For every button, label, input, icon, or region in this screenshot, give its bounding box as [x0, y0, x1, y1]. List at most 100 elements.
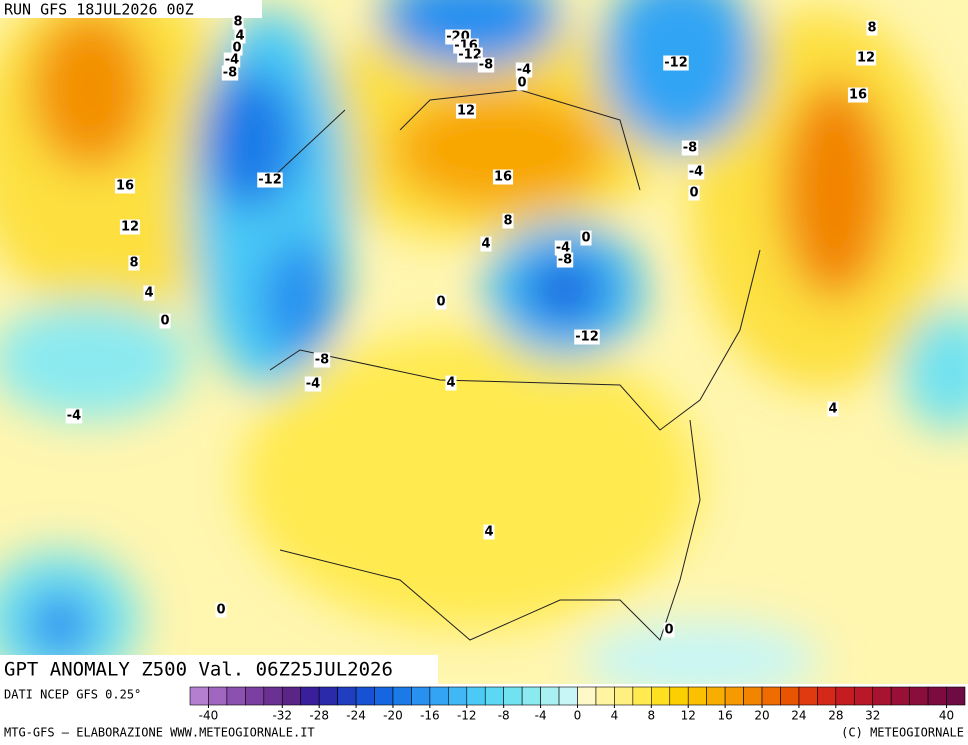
- colorbar-swatch: [448, 686, 468, 706]
- contour-label: 0: [689, 186, 698, 201]
- contour-label-bg: [554, 240, 572, 256]
- colorbar-swatch: [669, 686, 689, 706]
- contour-label: -12: [258, 173, 282, 188]
- map-title: GPT ANOMALY Z500 Val. 06Z25JUL2026: [4, 659, 393, 681]
- colorbar-swatch: [429, 686, 449, 706]
- contour-label: 4: [828, 402, 837, 417]
- colorbar-swatch: [614, 686, 634, 706]
- contour-label: 4: [144, 286, 153, 301]
- colorbar-tick-label: 20: [754, 709, 769, 723]
- colorbar-swatch: [374, 686, 394, 706]
- colorbar-swatch: [189, 686, 209, 706]
- colorbar-swatch: [558, 686, 578, 706]
- contour-label-bg: [516, 75, 528, 91]
- colorbar-tick-label: -28: [309, 709, 329, 723]
- contour-label-bg: [492, 169, 514, 185]
- colorbar-swatch: [706, 686, 726, 706]
- contour-label-bg: [687, 164, 705, 180]
- colorbar-swatch: [263, 686, 283, 706]
- contour-label-bg: [215, 602, 227, 618]
- colorbar-swatch: [632, 686, 652, 706]
- colorbar-tick-label: -16: [420, 709, 440, 723]
- run-box: [0, 0, 262, 18]
- colorbar-swatch: [300, 686, 320, 706]
- colorbar-tick-label: -40: [199, 709, 219, 723]
- contour-label-bg: [304, 376, 322, 392]
- contour-label-bg: [480, 236, 492, 252]
- contour-label: -4: [517, 63, 531, 78]
- contour-label-bg: [580, 230, 592, 246]
- colorbar-swatch: [835, 686, 855, 706]
- colorbar-tick-label: -8: [498, 709, 510, 723]
- contour-label-bg: [232, 14, 244, 30]
- contour-label: 4: [481, 237, 490, 252]
- source-label: DATI NCEP GFS 0.25°: [4, 688, 141, 702]
- footer-right: (C) METEOGIORNALE: [841, 726, 964, 740]
- contour-label: 12: [857, 51, 875, 66]
- contour-label-bg: [847, 87, 869, 103]
- contour-label: -8: [558, 253, 572, 268]
- colorbar-swatch: [208, 686, 228, 706]
- contour-label-bg: [257, 172, 283, 188]
- contour-label-bg: [827, 401, 839, 417]
- contour-label: -12: [458, 48, 482, 63]
- contour-label-bg: [119, 219, 141, 235]
- colorbar-swatch: [484, 686, 504, 706]
- coastline: [279, 419, 701, 641]
- contour-label: 8: [867, 21, 876, 36]
- colorbar-swatch: [281, 686, 302, 706]
- contour-label-bg: [313, 352, 331, 368]
- contour-label: -12: [664, 56, 688, 71]
- colorbar-swatch: [651, 686, 671, 706]
- contour-label: 8: [129, 256, 138, 271]
- colorbar-swatch: [521, 686, 541, 706]
- contour-label: 16: [849, 88, 867, 103]
- footer-left: MTG-GFS — ELABORAZIONE WWW.METEOGIORNALE…: [4, 726, 315, 740]
- contour-label-bg: [477, 57, 495, 73]
- contour-label: 0: [232, 41, 241, 56]
- colorbar-swatch: [392, 686, 412, 706]
- contour-label: 0: [517, 76, 526, 91]
- contour-label: 4: [484, 525, 493, 540]
- contour-label-bg: [435, 294, 447, 310]
- colorbar-swatch: [798, 686, 818, 706]
- colorbar-swatch: [595, 686, 615, 706]
- title-box: [0, 655, 438, 684]
- colorbar-swatch: [245, 686, 265, 706]
- contour-label-bg: [502, 213, 514, 229]
- contour-label-bg: [866, 20, 878, 36]
- contour-label: -8: [479, 58, 493, 73]
- colorbar-tick-label: -24: [346, 709, 366, 723]
- contour-label: 16: [494, 170, 512, 185]
- colorbar-swatch: [355, 686, 375, 706]
- colorbar-swatch: [337, 686, 357, 706]
- contour-label: -4: [556, 241, 570, 256]
- contour-label-bg: [663, 622, 675, 638]
- colorbar-tick-label: 0: [574, 709, 582, 723]
- contour-label: 8: [503, 214, 512, 229]
- colorbar-swatch: [318, 686, 338, 706]
- field: [0, 0, 968, 684]
- contour-label-bg: [445, 375, 457, 391]
- contour-label-bg: [128, 255, 140, 271]
- contour-label: -4: [306, 377, 320, 392]
- colorbar-swatch: [780, 686, 800, 706]
- colorbar-tick-label: 12: [681, 709, 696, 723]
- colorbar-swatch: [761, 686, 781, 706]
- contour-label-bg: [455, 103, 477, 119]
- colorbar-tick-label: 8: [647, 709, 655, 723]
- contour-label-bg: [681, 140, 699, 156]
- colorbar: -40 -32 -28 -24 -20 -16 -12 -8 -4 0 4 8 12 16 20 24 28 32…: [189, 686, 966, 723]
- contour-label: 0: [216, 603, 225, 618]
- contour-label-bg: [556, 252, 574, 268]
- contour-label: 12: [121, 220, 139, 235]
- contour-label: -4: [689, 165, 703, 180]
- colorbar-swatch: [577, 686, 597, 706]
- contour-label-bg: [223, 52, 241, 68]
- colorbar-tick-label: -4: [535, 709, 547, 723]
- contour-label-bg: [143, 285, 155, 301]
- colorbar-swatch: [890, 686, 910, 706]
- colorbar-swatch: [927, 686, 947, 706]
- contour-label-bg: [855, 50, 877, 66]
- colorbar-swatch: [817, 686, 837, 706]
